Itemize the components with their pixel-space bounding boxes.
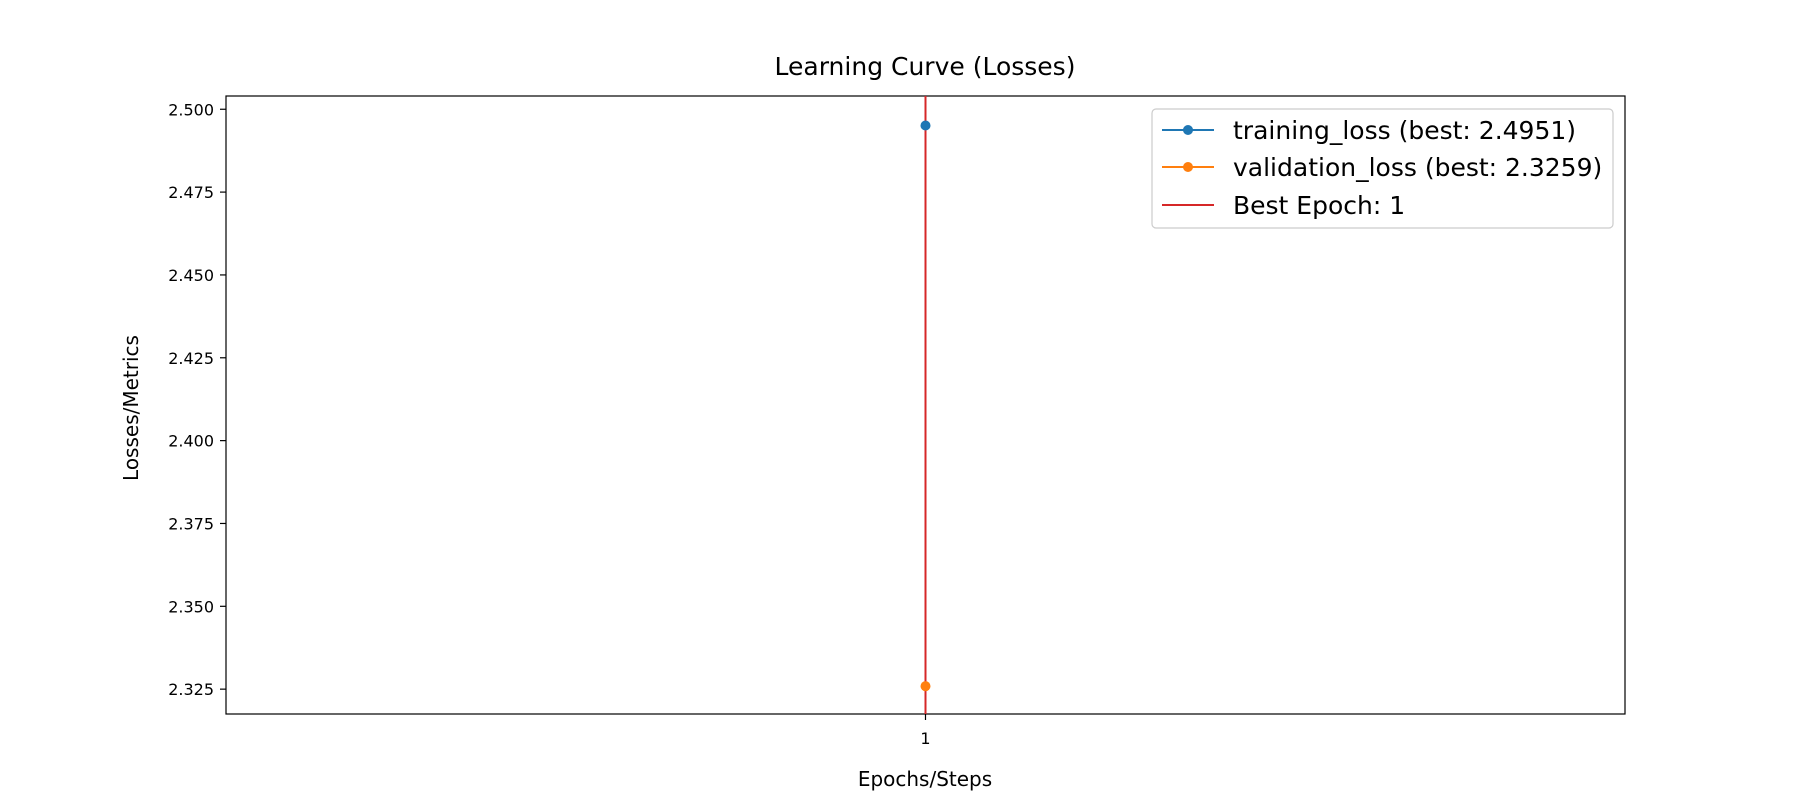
y-tick-label: 2.400 bbox=[168, 432, 214, 451]
legend: training_loss (best: 2.4951) validation_l… bbox=[1151, 108, 1614, 229]
y-tick-label: 2.500 bbox=[168, 100, 214, 119]
training-loss-point bbox=[920, 120, 931, 131]
x-axis-ticks: 1 bbox=[920, 714, 931, 748]
y-tick-label: 2.375 bbox=[168, 514, 214, 533]
legend-marker-training-loss bbox=[1183, 125, 1193, 135]
y-tick-label: 2.425 bbox=[168, 349, 214, 368]
y-axis-label: Losses/Metrics bbox=[119, 335, 143, 481]
x-axis-label: Epochs/Steps bbox=[858, 767, 992, 791]
legend-box bbox=[1151, 108, 1614, 229]
y-axis-ticks: 2.325 2.350 2.375 2.400 2.425 2.450 2.475 2.500 bbox=[168, 100, 226, 699]
y-tick-label: 2.475 bbox=[168, 183, 214, 202]
x-tick-label: 1 bbox=[920, 729, 930, 748]
legend-label-validation-loss: validation_loss (best: 2.3259) bbox=[1233, 153, 1602, 182]
series-layer bbox=[920, 120, 931, 692]
y-tick-label: 2.450 bbox=[168, 266, 214, 285]
validation-loss-point bbox=[920, 681, 931, 692]
legend-label-best-epoch: Best Epoch: 1 bbox=[1233, 191, 1405, 220]
y-tick-label: 2.350 bbox=[168, 597, 214, 616]
chart-title: Learning Curve (Losses) bbox=[775, 52, 1076, 81]
legend-label-training-loss: training_loss (best: 2.4951) bbox=[1233, 116, 1576, 145]
legend-marker-validation-loss bbox=[1183, 162, 1193, 172]
y-tick-label: 2.325 bbox=[168, 680, 214, 699]
